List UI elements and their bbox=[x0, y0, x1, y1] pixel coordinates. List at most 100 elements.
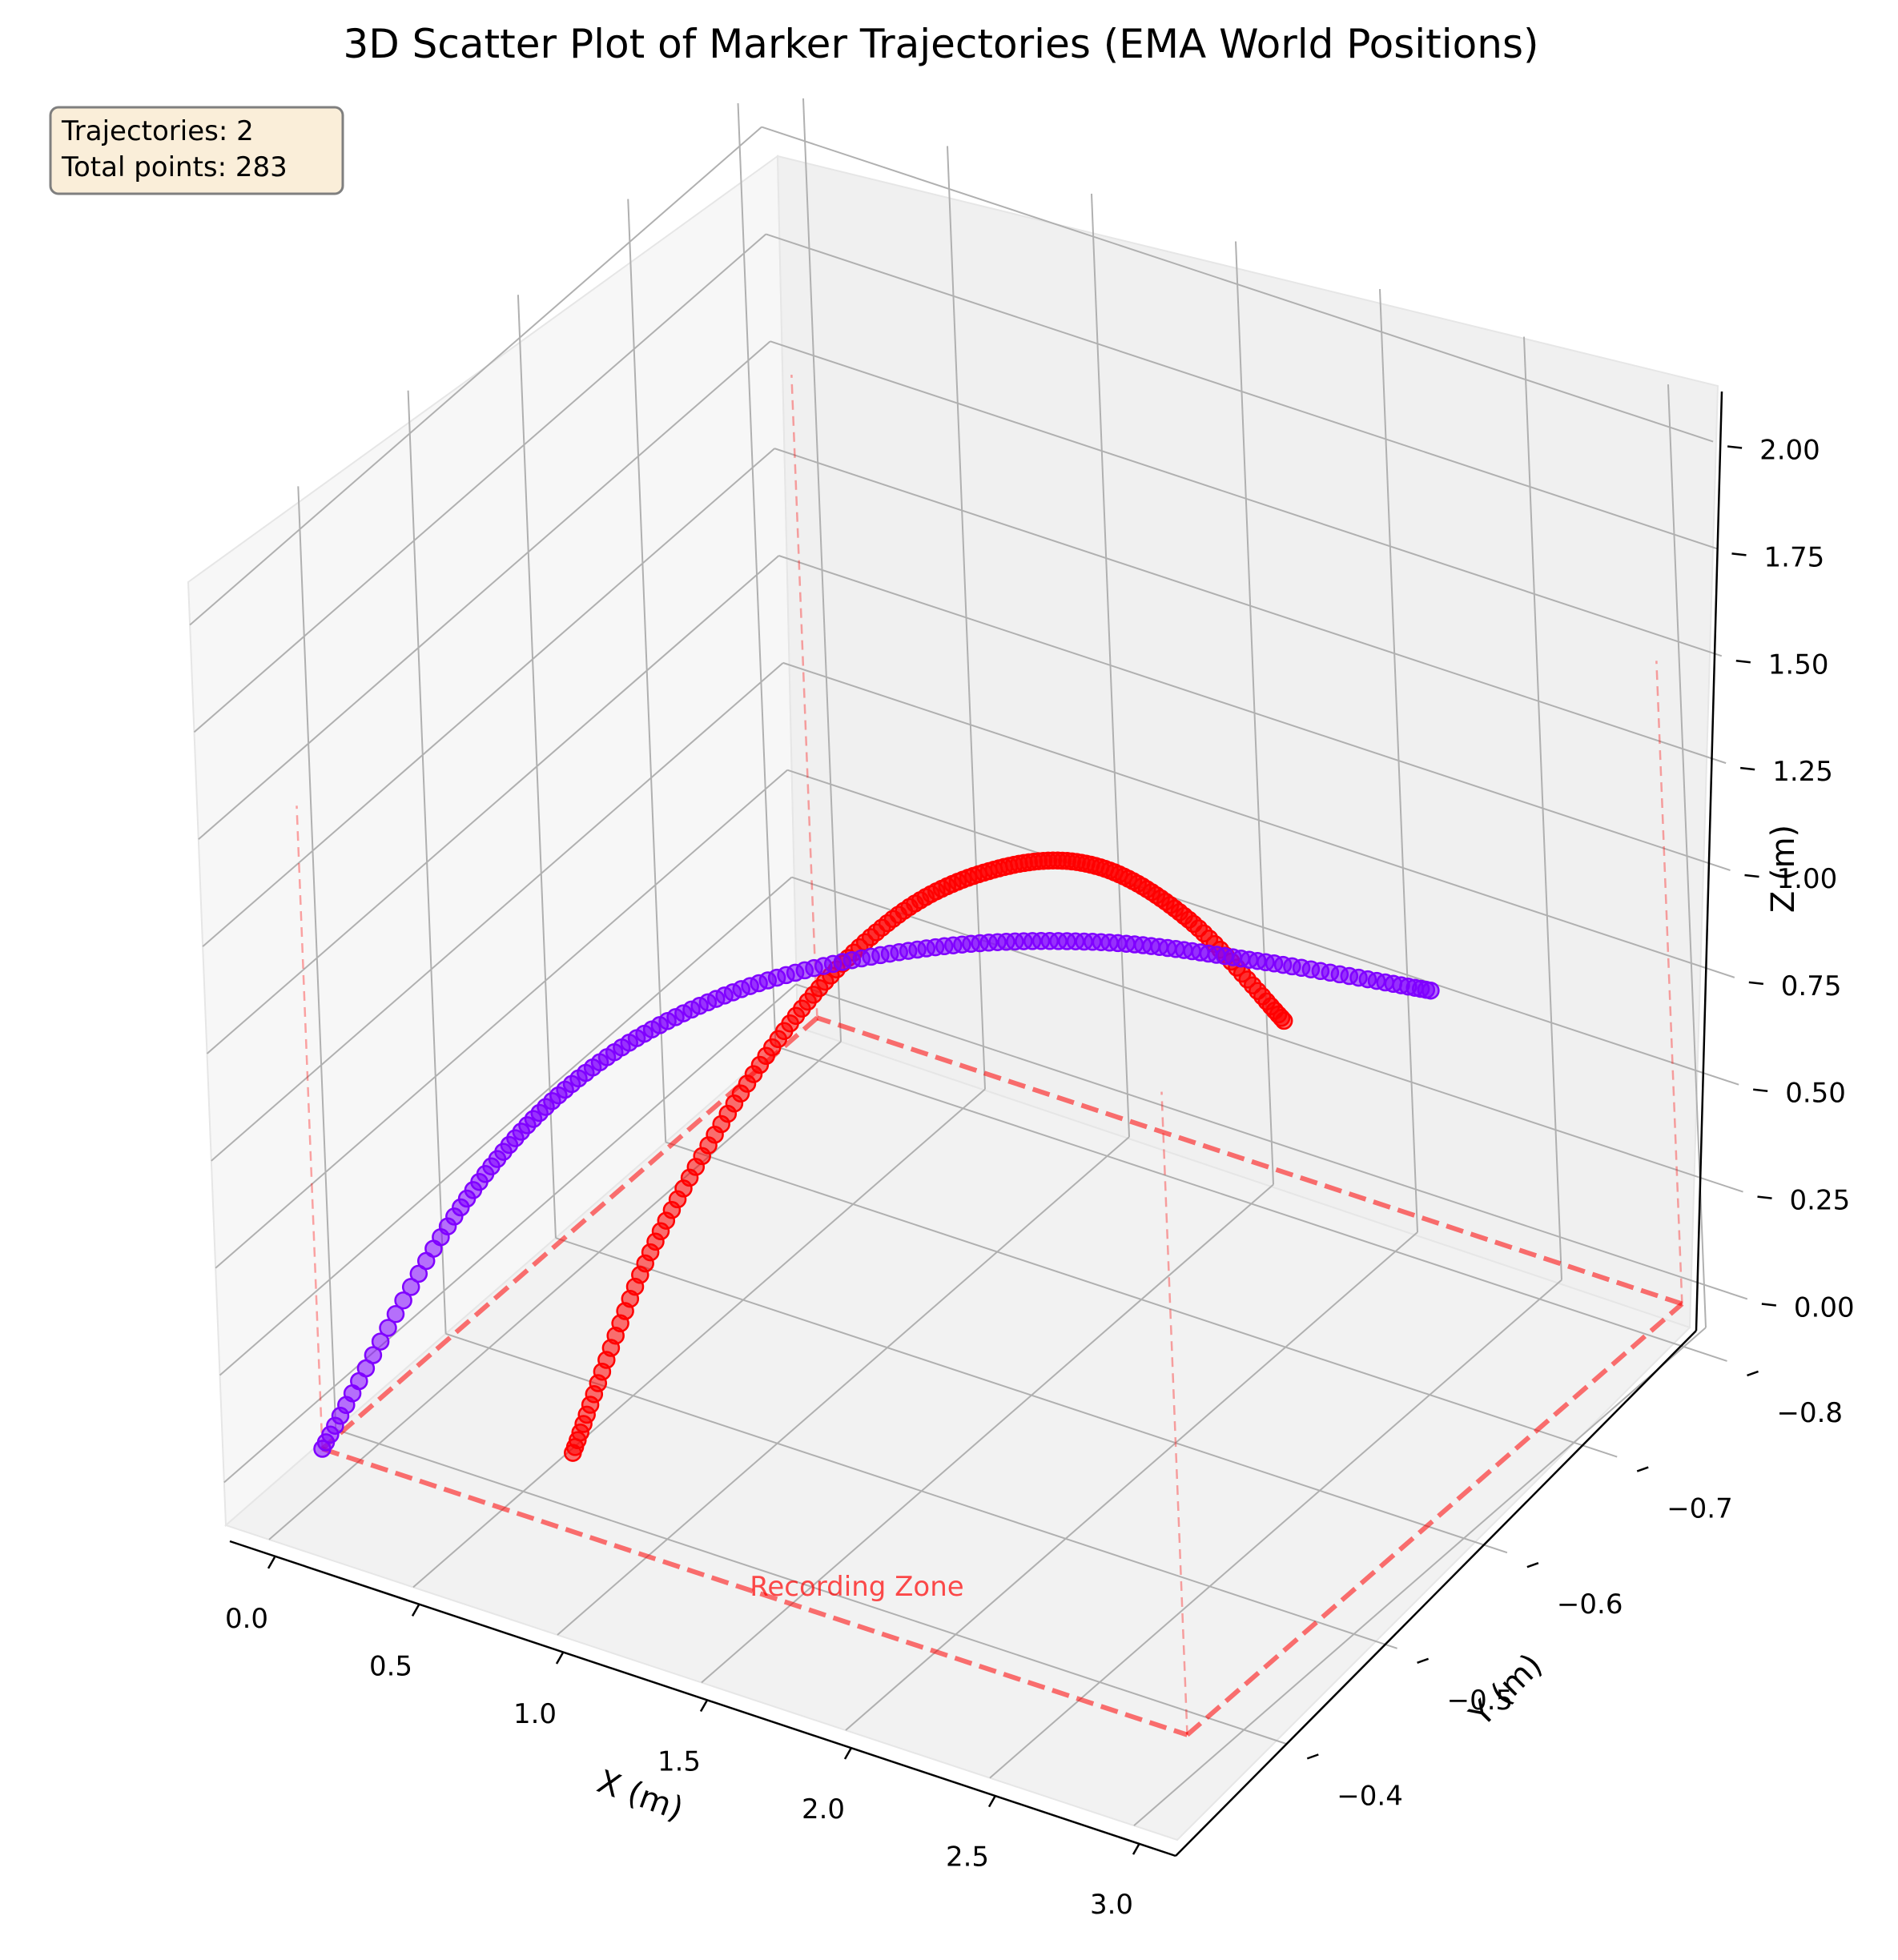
gridline-z-back bbox=[778, 555, 1731, 871]
y-tick-mark bbox=[1636, 1466, 1649, 1472]
series-1 bbox=[313, 932, 1440, 1458]
z-tick-label: 0.75 bbox=[1781, 970, 1842, 1002]
x-tick-label: 1.5 bbox=[657, 1746, 701, 1778]
x-tick-mark bbox=[1132, 1842, 1141, 1855]
data-point bbox=[364, 1346, 383, 1364]
gridline-x-floor bbox=[989, 1279, 1562, 1779]
z-tick-label: 1.00 bbox=[1777, 863, 1838, 895]
recording-zone-edge bbox=[1185, 1302, 1684, 1737]
gridline-z-left bbox=[211, 662, 784, 1162]
gridline-y-floor bbox=[775, 1045, 1727, 1362]
x-tick-label: 2.0 bbox=[802, 1793, 845, 1825]
gridline-z-back bbox=[791, 876, 1743, 1193]
gridline-z-back bbox=[782, 661, 1735, 978]
gridline-x-floor bbox=[845, 1231, 1418, 1731]
tick-labels: 0.0 0.5 1.0 1.5 2.0 2.5 3.0 −0.8 −0.7 −0.6 −0.5 −0.… bbox=[225, 435, 1855, 1922]
z-tick-label: 0.50 bbox=[1785, 1078, 1846, 1110]
data-point bbox=[379, 1319, 397, 1337]
gridline-z-left bbox=[198, 340, 771, 841]
z-tick-label: 1.75 bbox=[1764, 541, 1825, 573]
axes-lines bbox=[229, 391, 1723, 1858]
gridline-x-floor bbox=[557, 1136, 1130, 1636]
z-tick-mark bbox=[1740, 766, 1755, 771]
data-point bbox=[401, 1278, 420, 1296]
y-tick-label: −0.6 bbox=[1557, 1588, 1623, 1621]
gridline-y-floor bbox=[665, 1141, 1618, 1458]
y-tick-mark bbox=[1526, 1561, 1539, 1568]
x-tick-label: 0.5 bbox=[369, 1650, 412, 1682]
z-tick-mark bbox=[1744, 874, 1759, 878]
x-tick-label: 0.0 bbox=[225, 1603, 268, 1635]
info-box-frame bbox=[49, 106, 344, 195]
y-tick-label: −0.8 bbox=[1777, 1397, 1844, 1429]
z-tick-mark bbox=[1748, 981, 1763, 986]
recording-zone-post bbox=[1655, 661, 1683, 1304]
gridline-x-floor bbox=[1133, 1327, 1707, 1826]
z-tick-mark bbox=[1727, 445, 1743, 449]
info-box: Trajectories: 2 Total points: 283 bbox=[49, 106, 344, 195]
y-axis-line bbox=[1175, 1330, 1697, 1857]
gridline-z-left bbox=[193, 233, 767, 733]
y-tick-mark bbox=[1747, 1370, 1759, 1377]
x-tick-label: 3.0 bbox=[1090, 1889, 1133, 1921]
gridline-y-floor bbox=[555, 1237, 1508, 1554]
z-axis-label: Z (m) bbox=[1765, 825, 1802, 913]
x-tick-mark bbox=[699, 1699, 709, 1713]
axes-panes bbox=[187, 155, 1719, 1842]
z-tick-label: 1.25 bbox=[1772, 756, 1833, 788]
y-tick-label: −0.5 bbox=[1447, 1685, 1514, 1717]
z-tick-label: 0.00 bbox=[1794, 1292, 1855, 1324]
x-axis-line bbox=[229, 1540, 1176, 1858]
z-tick-mark bbox=[1731, 552, 1747, 556]
gridline-x-floor bbox=[412, 1088, 986, 1588]
x-tick-mark bbox=[843, 1747, 853, 1760]
x-tick-mark bbox=[267, 1556, 276, 1569]
gridline-z-left bbox=[189, 126, 762, 626]
z-tick-label: 1.50 bbox=[1768, 649, 1829, 681]
x-tick-mark bbox=[987, 1794, 997, 1808]
z-tick-label: 2.00 bbox=[1759, 435, 1820, 467]
gridline-z-back bbox=[774, 448, 1727, 765]
scatter-series bbox=[313, 851, 1440, 1462]
recording-zone-edge bbox=[321, 1446, 1188, 1737]
y-tick-mark bbox=[1306, 1753, 1319, 1760]
recording-zone-label: Recording Zone bbox=[750, 1571, 963, 1603]
info-trajectories: Trajectories: 2 bbox=[61, 115, 254, 147]
data-point bbox=[371, 1332, 390, 1351]
z-tick-label: 0.25 bbox=[1790, 1185, 1851, 1217]
x-tick-mark bbox=[411, 1604, 420, 1617]
z-axis-line bbox=[1695, 391, 1723, 1331]
recording-zone-post bbox=[296, 805, 324, 1449]
gridline-z-left bbox=[223, 983, 797, 1484]
data-point bbox=[1421, 981, 1440, 1000]
y-tick-label: −0.4 bbox=[1337, 1780, 1403, 1812]
recording-zone-edge bbox=[816, 1015, 1683, 1307]
data-point bbox=[386, 1305, 405, 1323]
gridline-z-back bbox=[770, 340, 1723, 657]
gridline-z-back bbox=[761, 126, 1714, 443]
recording-zone-post bbox=[790, 375, 818, 1018]
x-tick-mark bbox=[555, 1652, 565, 1665]
info-total-points: Total points: 283 bbox=[61, 151, 288, 183]
gridline-z-left bbox=[206, 555, 780, 1054]
recording-zone-post bbox=[1160, 1091, 1188, 1735]
gridline-z-back bbox=[786, 769, 1739, 1086]
gridline-y-floor bbox=[335, 1428, 1288, 1745]
gridline-z-left bbox=[219, 876, 793, 1376]
gridline-x-floor bbox=[701, 1183, 1274, 1684]
series-0 bbox=[564, 851, 1293, 1462]
y-tick-mark bbox=[1417, 1657, 1430, 1664]
gridline-z-back bbox=[766, 233, 1718, 550]
gridlines bbox=[189, 98, 1748, 1826]
x-tick-label: 1.0 bbox=[513, 1698, 557, 1730]
gridline-z-left bbox=[215, 769, 788, 1269]
z-tick-mark bbox=[1753, 1088, 1768, 1092]
data-point bbox=[1274, 1011, 1293, 1030]
y-tick-label: −0.7 bbox=[1667, 1493, 1733, 1525]
pane-floor bbox=[224, 1026, 1691, 1842]
x-tick-label: 2.5 bbox=[946, 1842, 989, 1874]
gridline-z-back bbox=[795, 983, 1748, 1300]
gridline-z-left bbox=[202, 448, 775, 947]
chart-title: 3D Scatter Plot of Marker Trajectories (… bbox=[343, 21, 1538, 67]
